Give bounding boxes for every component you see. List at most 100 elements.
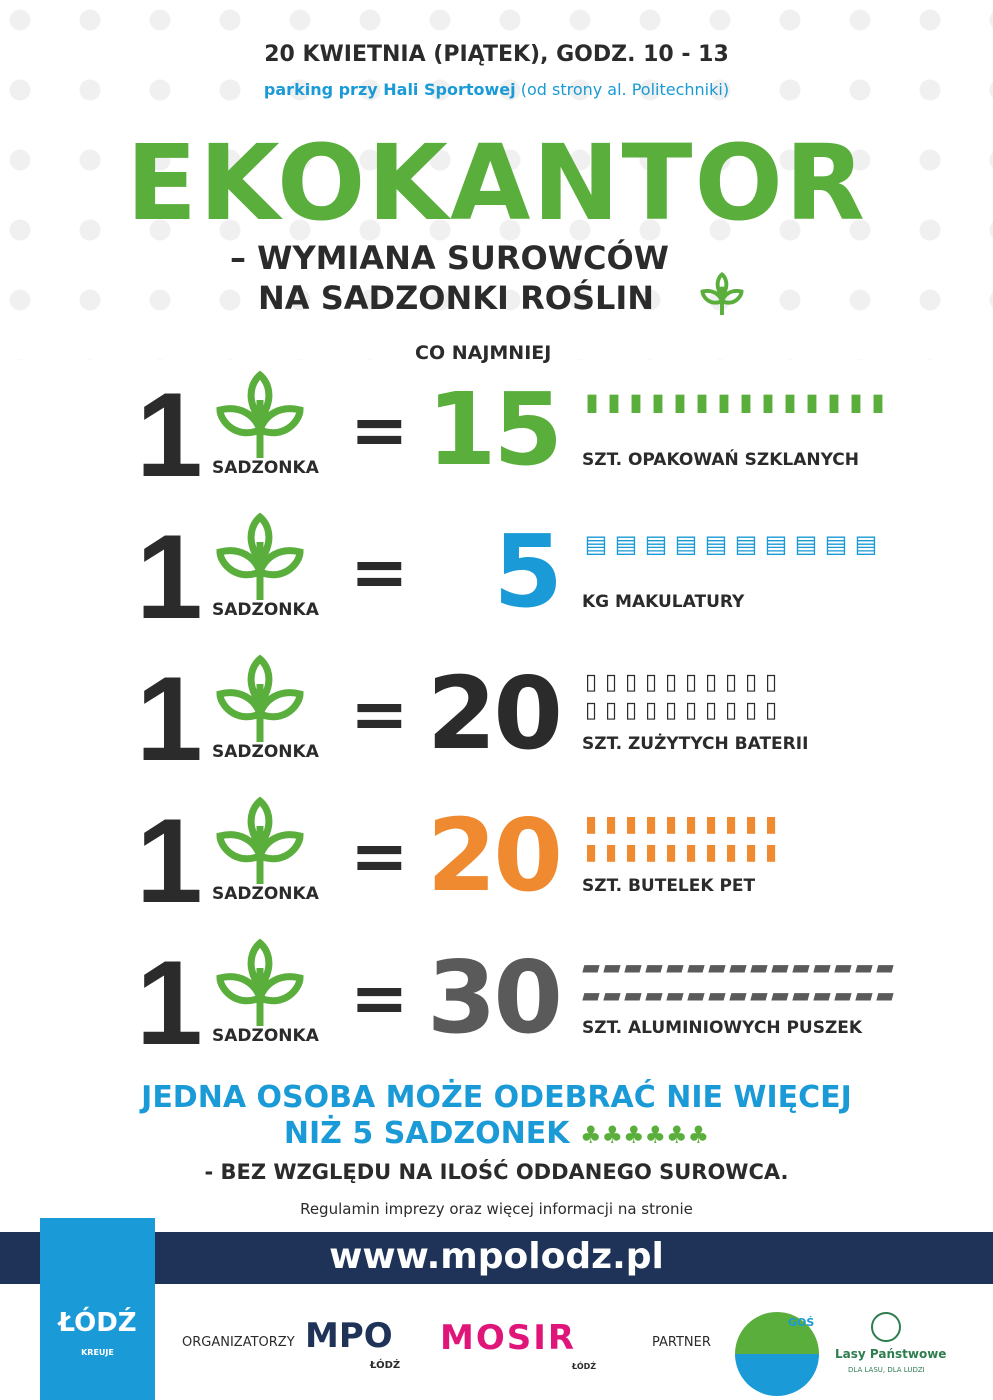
battery-icon: ▯ xyxy=(744,698,758,723)
pet-bottle-icon: ▮ xyxy=(724,812,738,837)
mosir-city: ŁÓDŹ xyxy=(572,1362,597,1371)
pet-bottle-icon: ▮ xyxy=(584,840,598,865)
pet-bottle-icon: ▮ xyxy=(704,840,718,865)
pet-bottle-icon: ▮ xyxy=(744,840,758,865)
unit-label: SADZONKA xyxy=(212,600,319,620)
limit-note-line3: - BEZ WZGLĘDU NA ILOŚĆ ODDANEGO SUROWCA. xyxy=(204,1160,789,1184)
glass-bottle-icon: ▮ xyxy=(827,388,841,416)
place-name: parking przy Hali Sportowej xyxy=(263,80,516,99)
paper-icon: ▤ xyxy=(824,530,848,558)
pet-bottle-icon: ▮ xyxy=(724,840,738,865)
required-amount: 20 xyxy=(426,655,563,772)
exchange-row: 1 SADZONKA = 20 ▮ ▮ ▮ ▮ ▮ ▮ ▮ ▮ ▮ ▮ ▮ ▮ ▮ ▮ ▮ ▮ ▮ ▮ ▮ ▮ SZT… xyxy=(0,796,993,926)
paper-icon: ▤ xyxy=(584,530,608,558)
exchange-row: 1 SADZONKA = 15 ▮ ▮ ▮ ▮ ▮ ▮ ▮ ▮ ▮ ▮ ▮ ▮ ▮ ▮ SZT. OPAK… xyxy=(0,368,993,502)
battery-icon: ▯ xyxy=(624,698,638,723)
lasy-logo xyxy=(871,1312,901,1342)
lodz-logo-text: ŁÓDŹ xyxy=(58,1308,137,1338)
material-label: SZT. ZUŻYTYCH BATERII xyxy=(582,734,809,754)
paper-icon: ▤ xyxy=(764,530,788,558)
subtitle-line2: NA SADZONKI ROŚLIN xyxy=(258,279,655,317)
battery-icon: ▯ xyxy=(684,698,698,723)
equals-sign: = xyxy=(350,815,409,897)
one-count: 1 xyxy=(136,368,203,502)
equals-sign: = xyxy=(350,957,409,1039)
paper-icon: ▤ xyxy=(614,530,638,558)
event-date: 20 KWIETNIA (PIĄTEK), GODZ. 10 - 13 xyxy=(264,42,729,67)
pet-bottle-icon: ▮ xyxy=(704,812,718,837)
battery-icon: ▯ xyxy=(724,698,738,723)
glass-bottle-icon: ▮ xyxy=(717,388,731,416)
material-icons: ▤ ▤ ▤ ▤ ▤ ▤ ▤ ▤ ▤ ▤ xyxy=(582,527,902,561)
exchange-row: 1 SADZONKA = 5 ▤ ▤ ▤ ▤ ▤ ▤ ▤ ▤ ▤ ▤ KG MAKULATURY xyxy=(0,510,993,644)
website-link[interactable]: www.mpolodz.pl xyxy=(329,1236,664,1277)
required-amount: 15 xyxy=(426,371,563,488)
lasy-sub: DLA LASU, DLA LUDZI xyxy=(848,1366,925,1374)
pet-bottle-icon: ▮ xyxy=(604,840,618,865)
glass-bottle-icon: ▮ xyxy=(629,388,643,416)
lasy-text: Lasy Państwowe xyxy=(835,1347,947,1361)
unit-label: SADZONKA xyxy=(212,884,319,904)
recycle-pattern-background xyxy=(0,0,993,360)
equals-sign: = xyxy=(350,673,409,755)
organizers-label: ORGANIZATORZY xyxy=(182,1335,295,1350)
plant-icon xyxy=(215,370,305,460)
paper-icon: ▤ xyxy=(854,530,878,558)
plant-icon xyxy=(215,938,305,1028)
equals-sign: = xyxy=(350,531,409,613)
pet-bottle-icon: ▮ xyxy=(684,812,698,837)
material-label: SZT. OPAKOWAŃ SZKLANYCH xyxy=(582,450,859,470)
equals-sign: = xyxy=(350,389,409,471)
pet-bottle-icon: ▮ xyxy=(684,840,698,865)
event-place: parking przy Hali Sportowej (od strony a… xyxy=(0,80,993,99)
battery-icon: ▯ xyxy=(744,670,758,695)
battery-icon: ▯ xyxy=(704,698,718,723)
material-icons: ▮ ▮ ▮ ▮ ▮ ▮ ▮ ▮ ▮ ▮ ▮ ▮ ▮ ▮ xyxy=(582,385,902,419)
limit-note-line2: NIŻ 5 SADZONEK xyxy=(283,1116,570,1151)
glass-bottle-icon: ▮ xyxy=(673,388,687,416)
pet-bottle-icon: ▮ xyxy=(624,840,638,865)
battery-icon: ▯ xyxy=(644,698,658,723)
gos-logo xyxy=(735,1312,819,1396)
required-amount: 30 xyxy=(426,939,563,1056)
pet-bottle-icon: ▮ xyxy=(604,812,618,837)
required-amount: 5 xyxy=(493,513,563,630)
battery-icon: ▯ xyxy=(604,670,618,695)
paper-icon: ▤ xyxy=(794,530,818,558)
one-count: 1 xyxy=(136,652,203,786)
subtitle-line1: – WYMIANA SUROWCÓW xyxy=(230,239,669,277)
limit-note-line2-wrap: NIŻ 5 SADZONEK ♣♣♣♣♣♣ xyxy=(0,1116,993,1153)
battery-icon: ▯ xyxy=(764,670,778,695)
unit-label: SADZONKA xyxy=(212,1026,319,1046)
url-band xyxy=(0,1232,993,1284)
pet-bottle-icon: ▮ xyxy=(664,812,678,837)
battery-icon: ▯ xyxy=(604,698,618,723)
lodz-logo: ŁÓDŹ KREUJE xyxy=(40,1218,155,1400)
battery-icon: ▯ xyxy=(644,670,658,695)
battery-icon: ▯ xyxy=(724,670,738,695)
at-least-label: CO NAJMNIEJ xyxy=(415,342,552,364)
plant-icon xyxy=(215,654,305,744)
unit-label: SADZONKA xyxy=(212,458,319,478)
battery-icon: ▯ xyxy=(764,698,778,723)
required-amount: 20 xyxy=(426,797,563,914)
glass-bottle-icon: ▮ xyxy=(783,388,797,416)
gos-text: GOŚ xyxy=(788,1316,815,1329)
battery-icon: ▯ xyxy=(684,670,698,695)
material-label: KG MAKULATURY xyxy=(582,592,745,612)
material-icons: ▯ ▯ ▯ ▯ ▯ ▯ ▯ ▯ ▯ ▯ ▯ ▯ ▯ ▯ ▯ ▯ ▯ ▯ ▯ ▯ xyxy=(582,669,782,725)
rules-note: Regulamin imprezy oraz więcej informacji… xyxy=(300,1200,693,1218)
glass-bottle-icon: ▮ xyxy=(695,388,709,416)
mosir-logo: MOSIR xyxy=(440,1318,577,1358)
mpo-logo: MPO xyxy=(305,1316,393,1356)
plant-icon xyxy=(215,796,305,886)
mpo-city: ŁÓDŹ xyxy=(370,1360,401,1371)
pet-bottle-icon: ▮ xyxy=(644,840,658,865)
pet-bottle-icon: ▮ xyxy=(624,812,638,837)
glass-bottle-icon: ▮ xyxy=(585,388,599,416)
plant-icon xyxy=(700,272,744,316)
one-count: 1 xyxy=(136,510,203,644)
paper-icon: ▤ xyxy=(734,530,758,558)
paper-icon: ▤ xyxy=(674,530,698,558)
material-label: SZT. BUTELEK PET xyxy=(582,876,756,896)
